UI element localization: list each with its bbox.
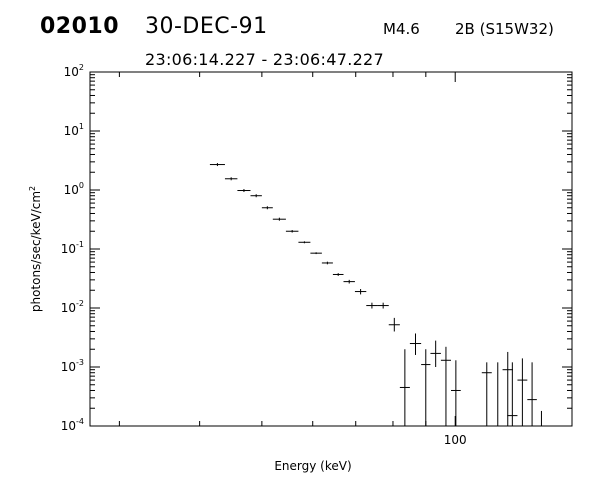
data-point xyxy=(310,252,322,255)
x-tick-labels: 100 xyxy=(444,433,467,447)
y-tick-exponent: 2 xyxy=(79,63,84,72)
y-tick-exponent: -1 xyxy=(76,240,84,249)
data-point xyxy=(507,362,518,426)
plot-frame xyxy=(89,71,573,427)
y-tick-base: 10 xyxy=(64,183,79,197)
data-point xyxy=(421,349,431,426)
data-point xyxy=(481,362,492,426)
data-point xyxy=(399,349,410,426)
data-point xyxy=(237,189,251,193)
data-point xyxy=(517,358,528,426)
y-tick-exponent: -2 xyxy=(76,299,84,308)
data-point xyxy=(450,360,461,426)
y-axis-label: photons/sec/keV/cm2 xyxy=(28,186,43,312)
data-point xyxy=(298,241,311,244)
y-axis-label-exponent: 2 xyxy=(28,186,37,191)
y-tick-exponent: 0 xyxy=(79,181,84,190)
data-point xyxy=(502,351,513,426)
axis-ticks xyxy=(90,71,572,427)
y-tick-base: 10 xyxy=(64,124,79,138)
event-id: 02010 xyxy=(40,14,120,39)
data-point xyxy=(366,302,378,309)
data-point xyxy=(440,346,451,426)
y-tick-label: 101 xyxy=(64,122,84,138)
y-tick-base: 10 xyxy=(61,242,76,256)
data-point xyxy=(409,333,422,355)
data-point xyxy=(285,229,299,233)
data-point xyxy=(224,177,238,181)
x-tick-label: 100 xyxy=(444,433,467,447)
data-point xyxy=(343,279,355,284)
data-point xyxy=(261,206,273,210)
data-point xyxy=(536,410,547,427)
data-point xyxy=(332,273,344,276)
data-point xyxy=(377,302,389,309)
y-tick-base: 10 xyxy=(61,360,76,374)
y-tick-label: 10-2 xyxy=(61,299,84,315)
data-point xyxy=(527,362,537,426)
data-point xyxy=(272,217,286,221)
y-axis-label-text: photons/sec/keV/cm xyxy=(29,191,43,312)
y-tick-label: 10-1 xyxy=(61,240,84,256)
data-point xyxy=(492,362,503,427)
y-tick-exponent: -4 xyxy=(76,417,84,426)
y-tick-exponent: -3 xyxy=(76,358,84,367)
data-point xyxy=(354,288,367,295)
event-date: 30-DEC-91 xyxy=(145,14,268,39)
flare-info: 2B (S15W32) xyxy=(455,20,554,38)
y-tick-label: 10-3 xyxy=(61,358,84,374)
data-point xyxy=(250,194,262,198)
y-tick-label: 10-4 xyxy=(61,417,84,433)
y-tick-base: 10 xyxy=(61,419,76,433)
y-tick-label: 100 xyxy=(64,181,84,197)
data-points xyxy=(209,163,547,427)
data-point xyxy=(209,163,225,167)
y-tick-exponent: 1 xyxy=(79,122,84,131)
y-tick-base: 10 xyxy=(61,301,76,315)
data-point xyxy=(430,340,441,367)
x-axis-label: Energy (keV) xyxy=(274,459,351,473)
goes-class: M4.6 xyxy=(383,20,420,38)
time-range: 23:06:14.227 - 23:06:47.227 xyxy=(145,50,385,69)
y-tick-base: 10 xyxy=(64,65,79,79)
data-point xyxy=(388,317,400,332)
data-point xyxy=(321,261,333,265)
y-tick-label: 102 xyxy=(64,63,84,79)
